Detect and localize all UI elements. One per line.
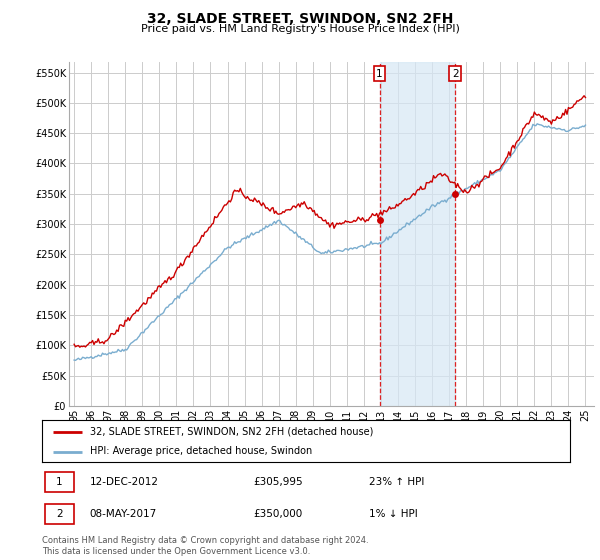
Text: 32, SLADE STREET, SWINDON, SN2 2FH: 32, SLADE STREET, SWINDON, SN2 2FH bbox=[147, 12, 453, 26]
Text: 1: 1 bbox=[376, 69, 383, 79]
Text: Price paid vs. HM Land Registry's House Price Index (HPI): Price paid vs. HM Land Registry's House … bbox=[140, 24, 460, 34]
Text: 2: 2 bbox=[452, 69, 458, 79]
Text: 12-DEC-2012: 12-DEC-2012 bbox=[89, 477, 158, 487]
Bar bbox=[380, 62, 455, 406]
Text: Contains HM Land Registry data © Crown copyright and database right 2024.
This d: Contains HM Land Registry data © Crown c… bbox=[42, 536, 368, 556]
Text: £305,995: £305,995 bbox=[253, 477, 303, 487]
Text: 23% ↑ HPI: 23% ↑ HPI bbox=[370, 477, 425, 487]
Text: 08-MAY-2017: 08-MAY-2017 bbox=[89, 509, 157, 519]
Text: HPI: Average price, detached house, Swindon: HPI: Average price, detached house, Swin… bbox=[89, 446, 312, 456]
Text: 1% ↓ HPI: 1% ↓ HPI bbox=[370, 509, 418, 519]
FancyBboxPatch shape bbox=[44, 504, 74, 524]
Text: 1: 1 bbox=[56, 477, 62, 487]
Text: 32, SLADE STREET, SWINDON, SN2 2FH (detached house): 32, SLADE STREET, SWINDON, SN2 2FH (deta… bbox=[89, 427, 373, 437]
FancyBboxPatch shape bbox=[44, 472, 74, 492]
Text: 2: 2 bbox=[56, 509, 62, 519]
Text: £350,000: £350,000 bbox=[253, 509, 302, 519]
